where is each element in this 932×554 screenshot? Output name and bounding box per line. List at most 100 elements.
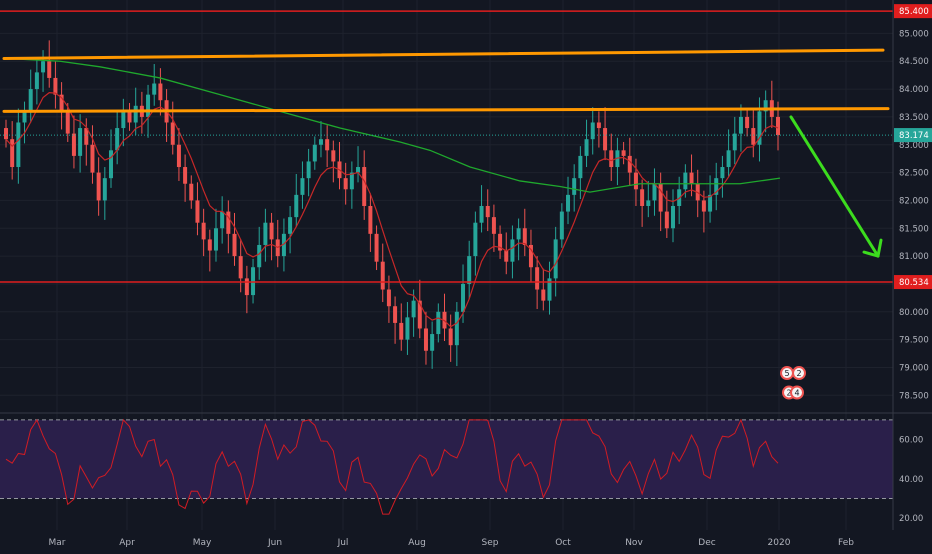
x-tick-label: Jun — [267, 538, 282, 548]
candle-body — [10, 139, 15, 168]
event-badge[interactable] — [792, 366, 806, 381]
candle-body — [90, 144, 95, 173]
x-tick-label: Sep — [482, 538, 499, 548]
candle-body — [566, 194, 571, 212]
candle-body — [578, 155, 583, 179]
candle-body — [423, 328, 428, 351]
candle-body — [306, 161, 311, 179]
candle-body — [102, 178, 107, 201]
candle-body — [535, 267, 540, 290]
y-tick-label: 82.500 — [899, 169, 929, 179]
x-tick-label: 2020 — [768, 538, 791, 548]
candle-body — [701, 200, 706, 212]
candle-body — [504, 250, 509, 262]
candle-body — [356, 167, 361, 173]
candle-body — [473, 222, 478, 257]
rsi-tick-label: 60.00 — [899, 436, 923, 446]
y-tick-label: 79.000 — [899, 363, 929, 373]
candle-body — [374, 233, 379, 262]
candle-body — [4, 128, 8, 140]
lower-orange-trendline — [2, 107, 890, 113]
candle-body — [28, 89, 33, 112]
candle-body — [522, 228, 527, 245]
candle-body — [158, 83, 163, 101]
candle-body — [621, 150, 626, 156]
candle-body — [146, 94, 151, 117]
y-tick-label: 83.000 — [899, 141, 929, 151]
candle-body — [417, 300, 422, 329]
rsi-line — [5, 418, 779, 515]
x-tick-label: Oct — [555, 538, 571, 548]
candle-body — [226, 211, 231, 234]
candle-body — [720, 167, 725, 179]
y-tick-label: 78.500 — [899, 391, 929, 401]
candle-body — [714, 178, 719, 195]
rsi-pane — [0, 418, 893, 515]
candle-body — [96, 172, 101, 201]
candle-body — [195, 200, 200, 223]
candle-body — [584, 139, 589, 156]
y-tick-label: 84.500 — [899, 57, 929, 67]
candle-body — [510, 239, 515, 262]
candle-body — [683, 172, 688, 190]
candle-body — [251, 267, 256, 296]
candle-body — [127, 111, 132, 123]
candle-body — [133, 105, 138, 123]
forecast-arrow-head — [862, 238, 883, 258]
candle-body — [300, 178, 305, 195]
candle-body — [65, 111, 70, 134]
candle-body — [189, 183, 194, 201]
upper-orange-trendline — [2, 48, 885, 60]
y-tick-label: 84.000 — [899, 85, 929, 95]
candle-body — [652, 183, 657, 201]
lines — [0, 10, 893, 283]
candle-body — [108, 150, 113, 179]
candle-body — [467, 256, 472, 284]
forecast-arrow — [789, 115, 880, 258]
rsi-tick-label: 40.00 — [899, 475, 923, 485]
candle-body — [78, 128, 83, 156]
candle-body — [318, 139, 323, 145]
candle-body — [362, 167, 367, 206]
price-label-bg — [894, 128, 932, 143]
candle-body — [343, 178, 348, 190]
event-badge-label: 2 — [786, 389, 791, 398]
candle-body — [559, 211, 564, 240]
candle-body — [84, 128, 89, 145]
event-badge[interactable] — [790, 385, 804, 400]
candle-body — [689, 172, 694, 184]
event-badge-label: 4 — [794, 389, 799, 398]
candle-body — [776, 116, 780, 136]
x-tick-label: Nov — [625, 538, 643, 548]
candle-body — [646, 200, 651, 206]
candle-body — [751, 128, 756, 145]
candle-body — [47, 61, 52, 78]
x-tick-label: May — [193, 538, 212, 548]
candle-body — [603, 128, 608, 151]
y-tick-label: 81.000 — [899, 252, 929, 262]
candle-body — [41, 61, 46, 73]
candle-body — [590, 122, 595, 140]
y-tick-label: 80.000 — [899, 308, 929, 318]
candle-body — [528, 244, 533, 268]
candle-body — [263, 222, 268, 245]
candle-body — [244, 278, 249, 296]
candle-body — [596, 122, 601, 129]
candle-body — [238, 256, 243, 279]
grid — [0, 0, 932, 530]
candle-body — [745, 116, 750, 129]
y-tick-label: 82.000 — [899, 196, 929, 206]
candle-body — [34, 72, 39, 90]
candle-body — [393, 306, 398, 323]
candle-body — [671, 206, 676, 229]
candle-body — [115, 128, 120, 151]
x-tick-label: Aug — [408, 538, 426, 548]
candle-body — [485, 206, 490, 218]
candle-body — [405, 317, 410, 340]
candle-body — [22, 111, 27, 123]
x-tick-label: Feb — [838, 538, 854, 548]
y-tick-label: 83.500 — [899, 113, 929, 123]
event-badge-label: 2 — [796, 369, 801, 378]
rsi-tick-label: 20.00 — [899, 514, 923, 524]
